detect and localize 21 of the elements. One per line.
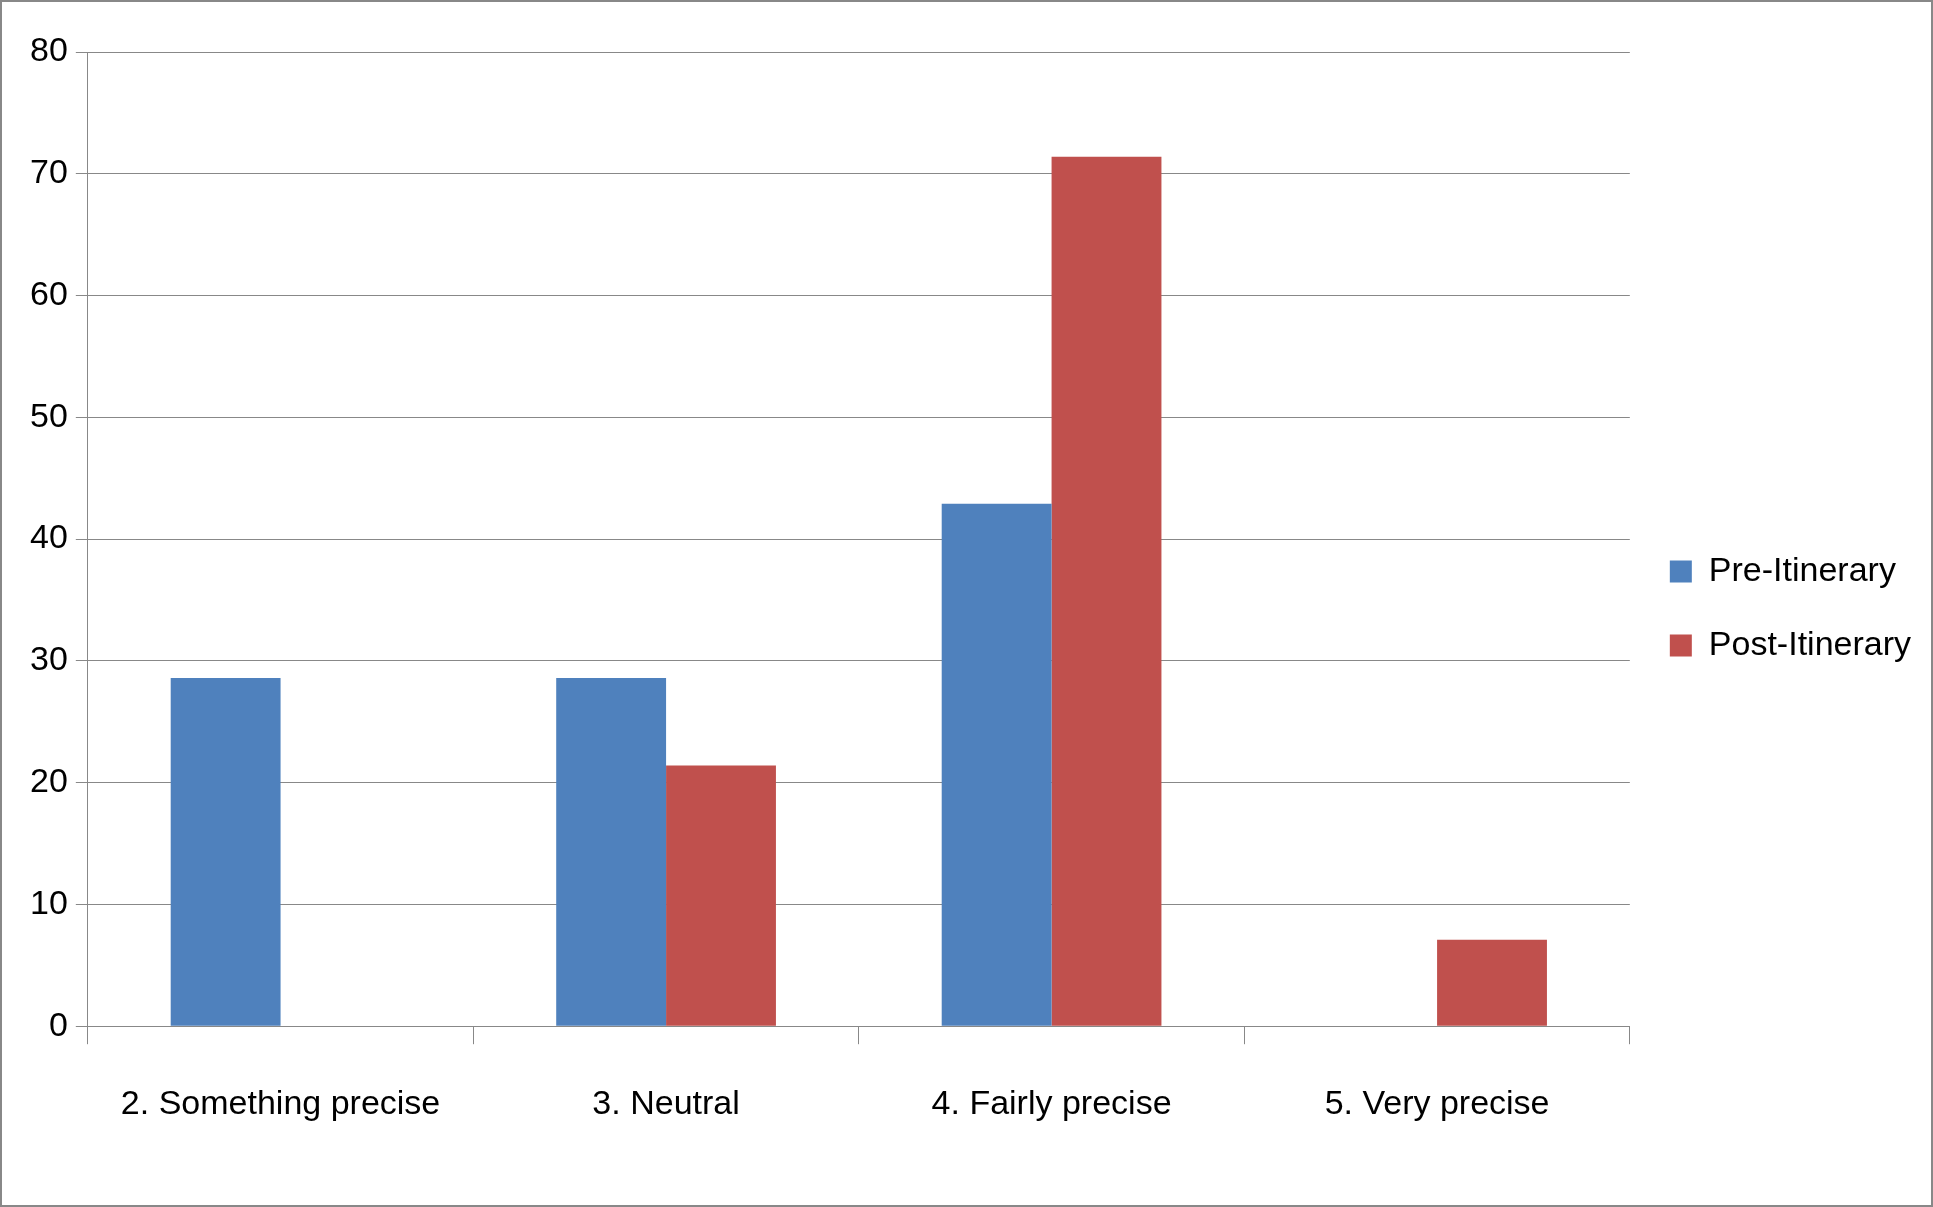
x-tick-label: 4. Fairly precise [931, 1082, 1172, 1121]
legend-label: Pre-Itinerary [1708, 549, 1896, 588]
y-tick-label: 30 [29, 639, 68, 678]
y-tick-label: 70 [29, 152, 68, 191]
bar [556, 677, 667, 1026]
x-tick-label: 2. Something precise [120, 1082, 441, 1121]
x-tick-label: 5. Very precise [1324, 1082, 1550, 1121]
x-tick-label: 3. Neutral [592, 1082, 740, 1121]
y-tick-label: 0 [48, 1004, 68, 1043]
bar [1051, 156, 1162, 1026]
bar [666, 765, 776, 1026]
legend-label: Post-Itinerary [1708, 623, 1912, 662]
y-tick-label: 60 [29, 273, 68, 312]
bar [170, 677, 281, 1026]
y-tick-label: 80 [29, 30, 68, 69]
bar [1437, 939, 1547, 1026]
y-tick-label: 40 [29, 517, 68, 556]
y-tick-label: 10 [29, 882, 68, 921]
y-tick-label: 50 [29, 395, 68, 434]
bar [941, 503, 1052, 1026]
y-tick-label: 20 [29, 761, 68, 800]
